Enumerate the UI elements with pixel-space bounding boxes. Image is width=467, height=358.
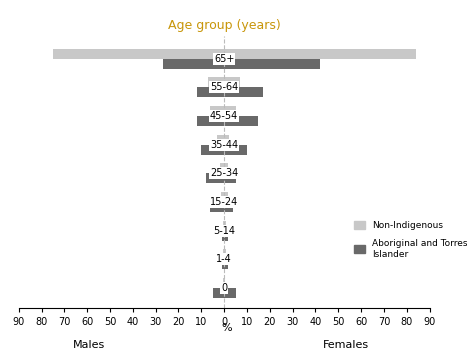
Bar bbox=[217, 135, 224, 145]
Bar bbox=[208, 77, 224, 87]
Bar bbox=[213, 288, 224, 298]
Bar bbox=[224, 192, 227, 202]
Text: Females: Females bbox=[323, 340, 368, 350]
Bar bbox=[224, 77, 240, 87]
Bar bbox=[224, 106, 235, 116]
Bar bbox=[224, 278, 225, 288]
Title: Age group (years): Age group (years) bbox=[168, 19, 281, 32]
Bar bbox=[224, 59, 320, 69]
Text: 0: 0 bbox=[221, 283, 227, 293]
Legend: Non-Indigenous, Aboriginal and Torres Strait
Islander: Non-Indigenous, Aboriginal and Torres St… bbox=[351, 217, 467, 262]
Text: 35-44: 35-44 bbox=[210, 140, 238, 150]
Bar bbox=[163, 59, 224, 69]
Bar bbox=[223, 278, 224, 288]
Bar bbox=[219, 163, 224, 173]
Bar bbox=[201, 145, 224, 155]
Text: %: % bbox=[221, 323, 232, 333]
Bar bbox=[224, 202, 234, 212]
Text: 5-14: 5-14 bbox=[213, 226, 235, 236]
Bar bbox=[211, 202, 224, 212]
Text: 15-24: 15-24 bbox=[210, 197, 238, 207]
Bar bbox=[221, 192, 224, 202]
Bar bbox=[224, 145, 247, 155]
Bar bbox=[224, 163, 227, 173]
Text: 1-4: 1-4 bbox=[216, 254, 232, 264]
Bar bbox=[224, 116, 258, 126]
Bar bbox=[224, 249, 226, 259]
Bar bbox=[53, 49, 224, 59]
Text: 55-64: 55-64 bbox=[210, 82, 238, 92]
Bar bbox=[224, 259, 227, 269]
Bar bbox=[224, 87, 263, 97]
Bar bbox=[224, 135, 229, 145]
Text: 65+: 65+ bbox=[214, 54, 234, 64]
Bar bbox=[223, 221, 224, 231]
Bar bbox=[222, 259, 224, 269]
Bar bbox=[211, 106, 224, 116]
Bar bbox=[222, 231, 224, 241]
Bar bbox=[224, 288, 235, 298]
Text: 45-54: 45-54 bbox=[210, 111, 238, 121]
Bar bbox=[224, 231, 227, 241]
Bar bbox=[224, 49, 416, 59]
Bar bbox=[224, 221, 226, 231]
Bar bbox=[197, 116, 224, 126]
Bar bbox=[224, 173, 235, 183]
Text: Males: Males bbox=[72, 340, 105, 350]
Bar bbox=[197, 87, 224, 97]
Text: 25-34: 25-34 bbox=[210, 168, 238, 178]
Bar bbox=[206, 173, 224, 183]
Bar bbox=[223, 249, 224, 259]
